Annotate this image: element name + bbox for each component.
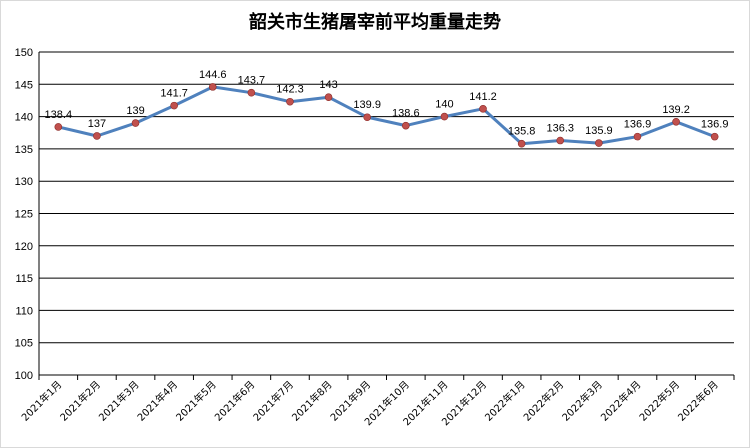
chart-title: 韶关市生猪屠宰前平均重量走势 bbox=[249, 11, 501, 33]
data-label: 136.9 bbox=[701, 119, 729, 131]
data-label: 139.2 bbox=[662, 104, 690, 116]
y-tick-label: 145 bbox=[15, 79, 33, 91]
data-point bbox=[324, 93, 333, 102]
x-tick-label: 2021年3月 bbox=[96, 378, 142, 424]
data-point bbox=[363, 113, 371, 122]
x-tick-label: 2021年7月 bbox=[250, 378, 296, 424]
y-axis: 100 105 110 115 120 125 130 135 140 145 150 bbox=[15, 47, 40, 382]
data-label: 143.7 bbox=[238, 75, 266, 87]
data-point bbox=[633, 132, 642, 141]
data-label: 144.6 bbox=[199, 69, 227, 81]
data-point bbox=[170, 101, 178, 110]
data-point bbox=[556, 136, 565, 145]
data-label: 136.3 bbox=[546, 123, 574, 135]
data-point bbox=[710, 132, 719, 141]
data-labels: 138.4 137 139 141.7 144.6 143.7 142.3 143 139.9 1… bbox=[45, 69, 729, 138]
data-point bbox=[54, 123, 63, 131]
y-tick-label: 100 bbox=[15, 370, 33, 382]
data-point bbox=[672, 117, 680, 126]
gridlines bbox=[39, 51, 734, 376]
data-label: 135.9 bbox=[585, 125, 613, 137]
data-label: 138.6 bbox=[392, 108, 420, 120]
data-label: 139.9 bbox=[353, 99, 381, 111]
data-point bbox=[208, 83, 217, 91]
x-tick-label: 2022年6月 bbox=[675, 378, 721, 424]
x-tick-label: 2021年4月 bbox=[134, 378, 180, 424]
data-point bbox=[247, 88, 256, 97]
y-tick-label: 140 bbox=[15, 112, 33, 124]
data-point bbox=[93, 132, 101, 140]
x-tick-label: 2021年2月 bbox=[57, 378, 103, 424]
x-tick-label: 2022年2月 bbox=[521, 378, 567, 424]
x-tick-label: 2021年8月 bbox=[289, 378, 335, 424]
x-tick-label: 2022年5月 bbox=[636, 378, 682, 424]
y-tick-label: 110 bbox=[15, 305, 33, 317]
data-point bbox=[131, 119, 140, 127]
data-label: 143 bbox=[319, 79, 337, 91]
data-point bbox=[440, 112, 449, 121]
y-tick-label: 135 bbox=[15, 144, 33, 156]
data-point bbox=[595, 139, 603, 147]
x-tick-label: 2022年1月 bbox=[482, 378, 528, 424]
y-tick-label: 120 bbox=[15, 241, 33, 253]
data-label: 138.4 bbox=[45, 109, 73, 121]
x-tick-label: 2021年5月 bbox=[173, 378, 219, 424]
data-point bbox=[402, 121, 410, 130]
data-label: 136.9 bbox=[624, 119, 652, 131]
series-line bbox=[57, 85, 716, 146]
data-point bbox=[286, 97, 294, 106]
data-label: 137 bbox=[88, 118, 106, 130]
y-tick-label: 105 bbox=[15, 338, 33, 350]
data-point bbox=[479, 105, 487, 113]
x-tick-label: 2021年6月 bbox=[212, 378, 258, 424]
y-tick-label: 150 bbox=[15, 47, 33, 59]
data-label: 139 bbox=[126, 105, 144, 117]
data-label: 141.7 bbox=[160, 88, 188, 100]
y-tick-label: 125 bbox=[15, 209, 33, 221]
x-axis: 2021年1月2021年2月2021年3月2021年4月2021年5月2021年… bbox=[19, 375, 735, 428]
y-tick-label: 130 bbox=[15, 176, 33, 188]
data-label: 135.8 bbox=[508, 126, 536, 138]
series-group bbox=[54, 83, 719, 148]
x-tick-label: 2022年4月 bbox=[598, 378, 644, 424]
data-label: 141.2 bbox=[469, 91, 497, 103]
data-label: 142.3 bbox=[276, 84, 304, 96]
x-tick-label: 2022年3月 bbox=[559, 378, 605, 424]
data-label: 140 bbox=[435, 99, 453, 111]
data-point bbox=[517, 139, 526, 148]
x-tick-label: 2021年1月 bbox=[19, 378, 65, 424]
y-tick-label: 115 bbox=[15, 273, 33, 285]
